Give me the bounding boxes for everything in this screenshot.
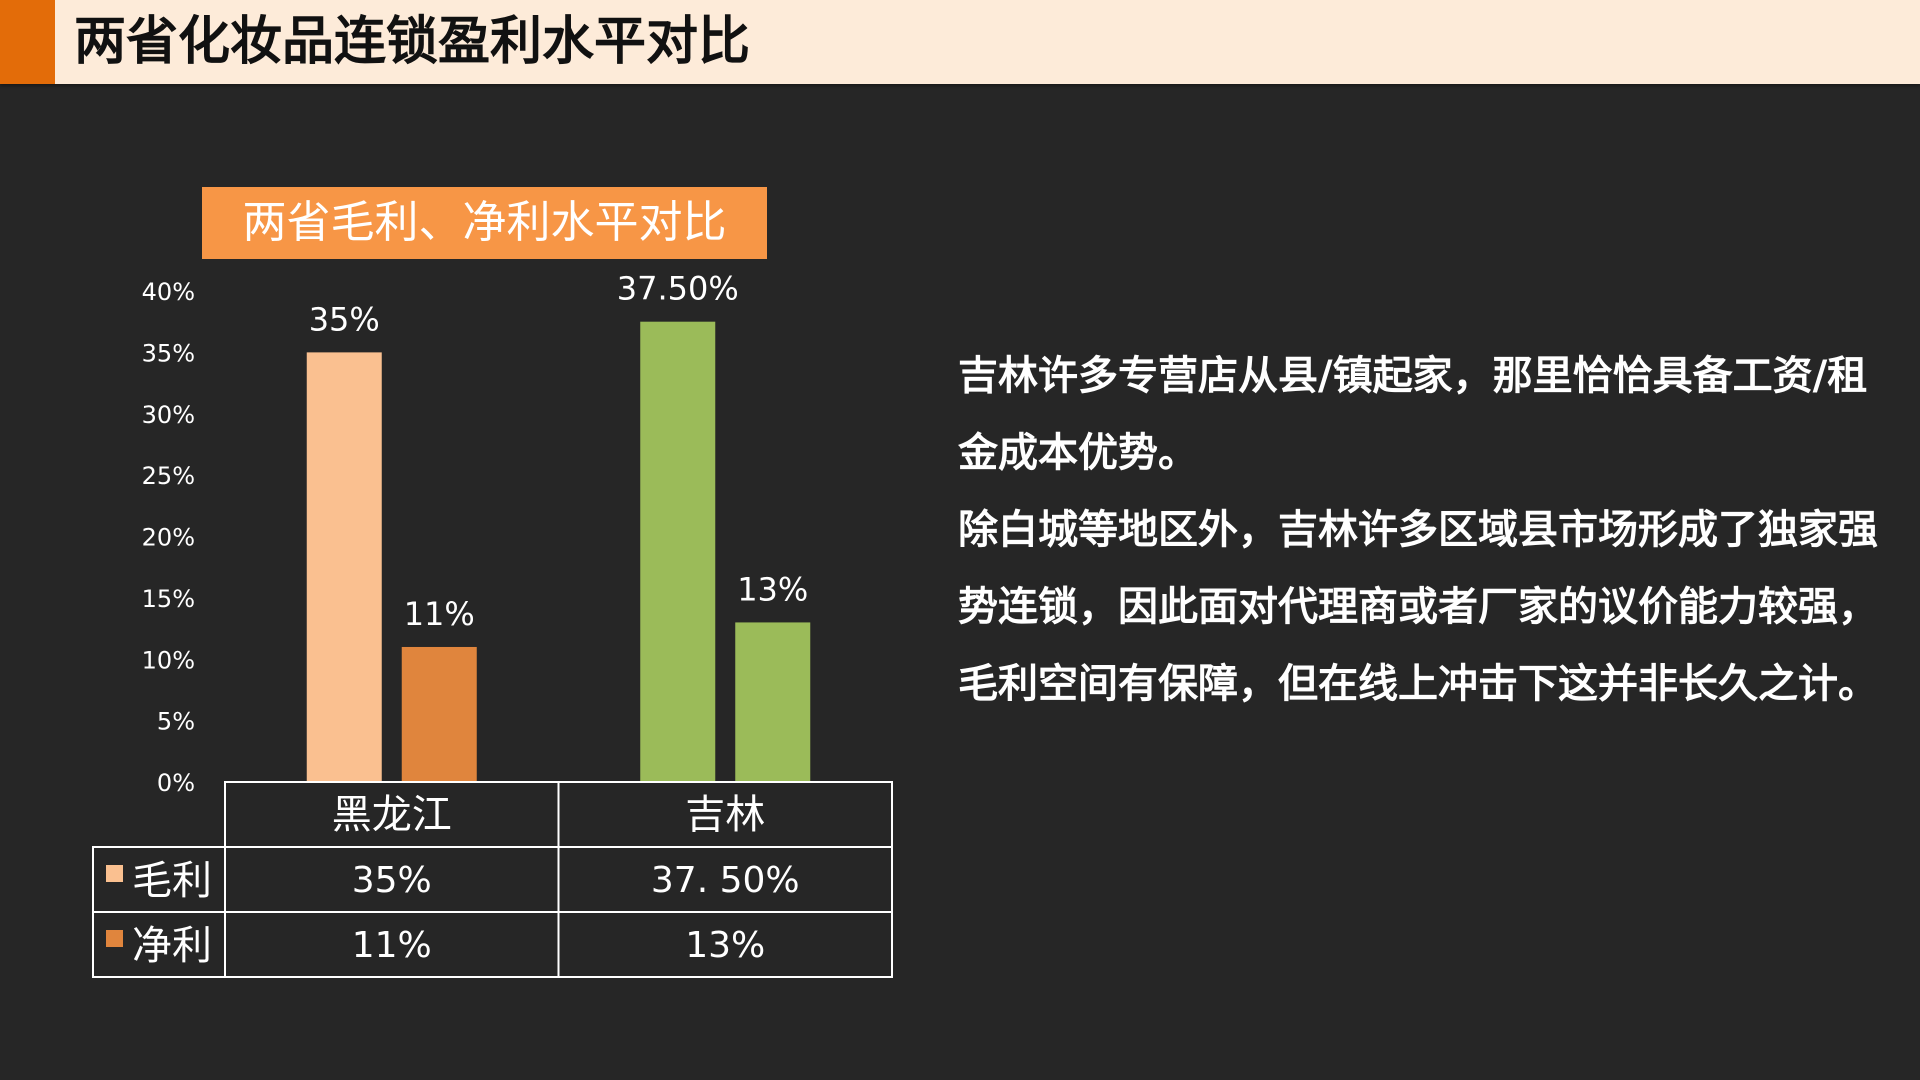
- legend-swatch: [106, 865, 123, 882]
- table-cell: 11%: [352, 925, 432, 966]
- table-cell: 35%: [352, 860, 432, 901]
- paragraph-2: 除白城等地区外，吉林许多区域县市场形成了独家强势连锁，因此面对代理商或者厂家的议…: [958, 507, 1878, 707]
- y-tick-label: 15%: [142, 585, 195, 613]
- bar-gross-1: [640, 321, 716, 782]
- category-label: 黑龙江: [332, 792, 452, 838]
- header-bar: [0, 0, 1920, 84]
- data-label: 35%: [309, 300, 380, 338]
- data-label: 37.50%: [617, 270, 739, 308]
- table-cell: 13%: [685, 925, 765, 966]
- bar-net-0: [401, 646, 477, 782]
- y-tick-label: 5%: [157, 708, 195, 736]
- category-label: 吉林: [685, 792, 765, 838]
- y-tick-label: 20%: [142, 524, 195, 552]
- bar-net-1: [735, 622, 811, 782]
- bars: [306, 321, 811, 782]
- page-title: 两省化妆品连锁盈利水平对比: [74, 12, 751, 72]
- y-tick-label: 35%: [142, 339, 195, 367]
- y-tick-label: 40%: [142, 278, 195, 306]
- y-tick-label: 10%: [142, 646, 195, 674]
- text-panel: 吉林许多专营店从县/镇起家，那里恰恰具备工资/租金成本优势。 除白城等地区外，吉…: [958, 338, 1888, 723]
- data-label: 11%: [404, 595, 475, 633]
- bar-gross-0: [306, 352, 382, 782]
- legend-label: 净利: [132, 923, 212, 969]
- data-labels: 35% 11% 37.50% 13%: [309, 270, 809, 633]
- legend-label: 毛利: [132, 858, 212, 904]
- legend-swatch: [106, 930, 123, 947]
- header-accent-block: [0, 0, 55, 84]
- data-label: 13%: [737, 570, 808, 608]
- y-tick-label: 25%: [142, 462, 195, 490]
- y-axis-ticks: 0% 5% 10% 15% 20% 25% 30% 35% 40%: [142, 278, 195, 797]
- table-cell: 37. 50%: [651, 860, 800, 901]
- paragraph-1: 吉林许多专营店从县/镇起家，那里恰恰具备工资/租金成本优势。: [958, 353, 1868, 476]
- y-tick-label: 30%: [142, 401, 195, 429]
- chart-title: 两省毛利、净利水平对比: [202, 187, 767, 259]
- y-tick-label: 0%: [157, 769, 195, 797]
